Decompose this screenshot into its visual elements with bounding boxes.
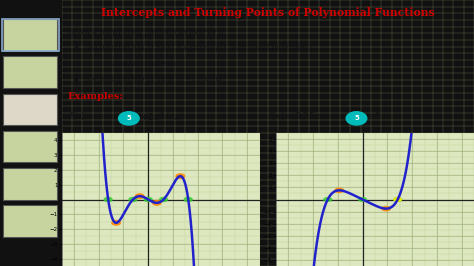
Circle shape bbox=[118, 112, 139, 125]
Ellipse shape bbox=[184, 197, 192, 202]
Ellipse shape bbox=[104, 197, 112, 202]
Ellipse shape bbox=[382, 206, 391, 211]
Circle shape bbox=[346, 112, 367, 125]
Ellipse shape bbox=[129, 197, 137, 202]
Text: $+ 3x^3 - x$: $+ 3x^3 - x$ bbox=[140, 110, 182, 123]
Text: 5: 5 bbox=[127, 115, 131, 121]
Text: Given a polynomial function as degree n:: Given a polynomial function as degree n: bbox=[68, 28, 226, 36]
Ellipse shape bbox=[153, 201, 161, 205]
Text: ▪  The function has at most (n – 1) turns.: ▪ The function has at most (n – 1) turns… bbox=[74, 75, 223, 83]
Ellipse shape bbox=[324, 198, 332, 201]
Ellipse shape bbox=[335, 188, 344, 193]
FancyBboxPatch shape bbox=[3, 94, 57, 125]
Ellipse shape bbox=[144, 197, 152, 202]
Text: $f(x) = 0.25x$: $f(x) = 0.25x$ bbox=[268, 110, 321, 122]
Text: $- x$: $- x$ bbox=[367, 110, 382, 119]
Ellipse shape bbox=[394, 198, 401, 201]
FancyBboxPatch shape bbox=[3, 131, 57, 162]
FancyBboxPatch shape bbox=[3, 168, 57, 200]
Ellipse shape bbox=[359, 198, 366, 201]
Text: $f(x) = -x$: $f(x) = -x$ bbox=[68, 110, 113, 122]
Text: Intercepts and Turning Points of Polynomial Functions: Intercepts and Turning Points of Polynom… bbox=[101, 7, 435, 18]
Ellipse shape bbox=[136, 194, 144, 198]
Ellipse shape bbox=[394, 198, 401, 201]
FancyBboxPatch shape bbox=[3, 205, 57, 237]
Text: ▪  The function has at most n x-intercepts (horizontal intercepts).: ▪ The function has at most n x-intercept… bbox=[74, 44, 314, 52]
FancyBboxPatch shape bbox=[3, 19, 57, 51]
Ellipse shape bbox=[176, 174, 185, 178]
FancyBboxPatch shape bbox=[3, 56, 57, 88]
Ellipse shape bbox=[112, 221, 120, 225]
Text: Examples:: Examples: bbox=[68, 92, 124, 101]
Text: ◦  At most n real zeros: ◦ At most n real zeros bbox=[99, 60, 181, 68]
Text: 5: 5 bbox=[354, 115, 359, 121]
Ellipse shape bbox=[160, 197, 167, 202]
